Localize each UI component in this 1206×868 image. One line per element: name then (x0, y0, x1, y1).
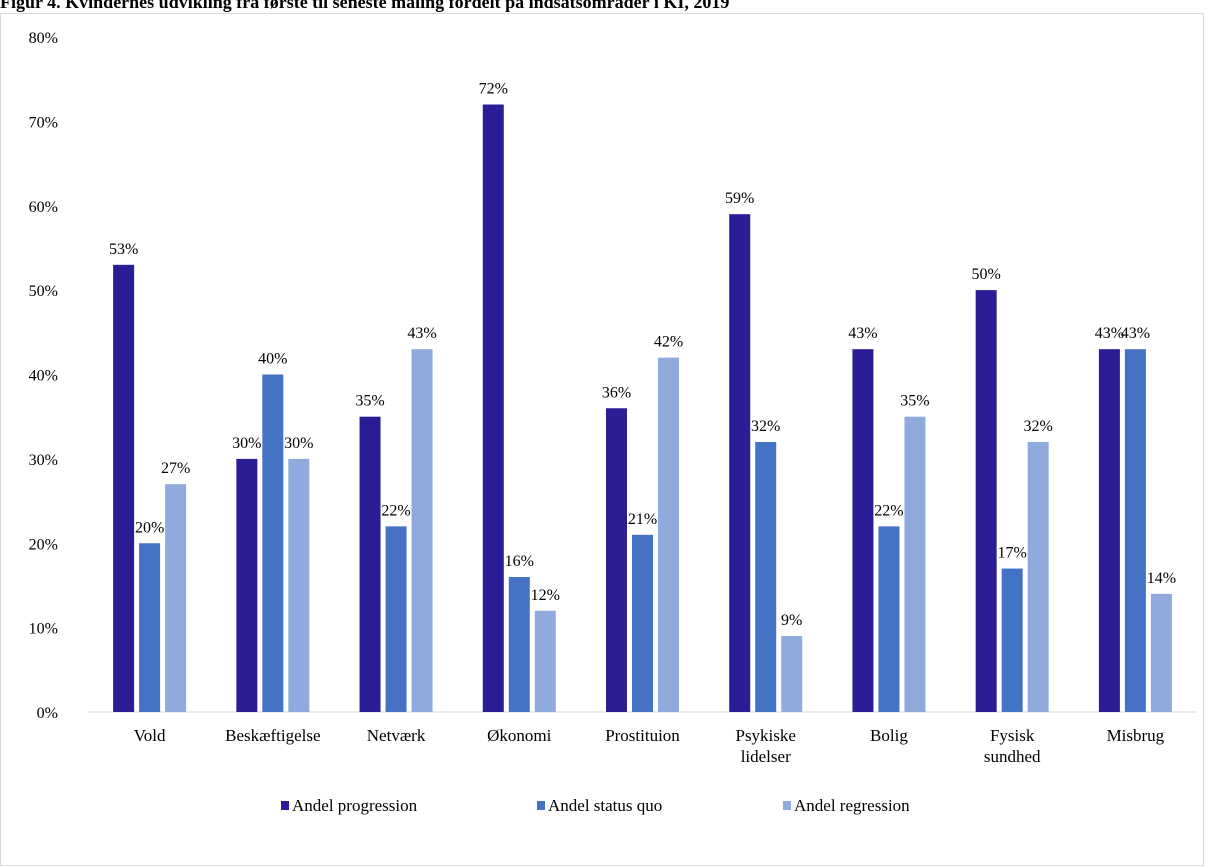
category-label: Fysisk sundhed (984, 726, 1041, 766)
category-label: Netværk (367, 726, 426, 745)
category-label-line: Fysisk (990, 726, 1035, 745)
data-label: 50% (972, 266, 1001, 283)
bar-progression (975, 290, 997, 712)
bar-status-quo (385, 526, 407, 712)
bar-status-quo (508, 577, 530, 712)
category-label-line: Misbrug (1107, 726, 1165, 745)
data-label: 32% (1024, 418, 1053, 435)
y-tick-label: 30% (29, 452, 58, 469)
legend-swatch (783, 801, 791, 810)
data-label: 43% (1121, 325, 1150, 342)
bar-regression (658, 357, 679, 712)
bar-progression (1098, 349, 1120, 712)
bar-progression (482, 104, 504, 712)
y-tick-label: 20% (29, 536, 58, 553)
bar-regression (781, 636, 803, 712)
data-label: 17% (998, 545, 1027, 562)
category-label-line: sundhed (984, 747, 1041, 766)
legend-label: Andel progression (292, 796, 418, 815)
category-label: Økonomi (487, 726, 552, 745)
data-label: 20% (135, 519, 164, 536)
data-label: 43% (848, 325, 877, 342)
data-label: 14% (1147, 570, 1176, 587)
category-label: Bolig (870, 726, 908, 745)
bar-regression (534, 610, 556, 712)
category-label-line: Prostituion (605, 726, 680, 745)
legend-swatch (281, 801, 289, 810)
data-label: 59% (725, 190, 754, 207)
category-label-line: Beskæftigelse (225, 726, 320, 745)
data-label: 16% (505, 553, 534, 570)
category-label: Vold (134, 726, 166, 745)
chart-frame (0, 13, 1204, 866)
legend-label: Andel regression (794, 796, 910, 815)
data-label: 35% (900, 393, 929, 410)
data-label: 22% (874, 502, 903, 519)
bar-status-quo (139, 543, 161, 712)
category-label-line: Vold (134, 726, 166, 745)
data-label: 40% (258, 351, 287, 368)
data-label: 43% (407, 325, 436, 342)
category-label: Psykiske lidelser (735, 726, 795, 766)
bar-status-quo (1001, 568, 1023, 712)
data-label: 72% (479, 81, 508, 98)
bar-regression (1150, 593, 1172, 712)
data-label: 21% (628, 511, 657, 528)
bar-regression (1027, 442, 1049, 712)
data-label: 30% (284, 435, 313, 452)
bar-progression (359, 416, 381, 712)
y-tick-label: 0% (37, 705, 58, 722)
data-label: 12% (531, 587, 560, 604)
category-label: Beskæftigelse (225, 726, 320, 745)
bar-status-quo (878, 526, 900, 712)
y-tick-label: 80% (29, 30, 58, 47)
category-label-line: Økonomi (487, 726, 552, 745)
data-label: 32% (751, 418, 780, 435)
data-label: 42% (654, 334, 683, 351)
data-label: 43% (1095, 325, 1124, 342)
category-label-line: Psykiske (735, 726, 795, 745)
bar-regression (165, 484, 187, 712)
bar-progression (113, 264, 135, 712)
legend-label: Andel status quo (548, 796, 662, 815)
bar-progression (729, 214, 751, 712)
y-tick-label: 60% (29, 199, 58, 216)
bar-progression (606, 408, 627, 712)
y-tick-label: 10% (29, 621, 58, 638)
category-label-line: Bolig (870, 726, 908, 745)
data-label: 35% (355, 393, 384, 410)
category-label: Misbrug (1107, 726, 1165, 745)
bar-regression (904, 416, 926, 712)
bar-progression (236, 458, 258, 712)
data-label: 36% (602, 384, 631, 401)
figure-title: Figur 4. Kvindernes udvikling fra første… (0, 0, 730, 12)
data-label: 53% (109, 241, 138, 258)
y-tick-label: 50% (29, 283, 58, 300)
legend-swatch (537, 801, 545, 810)
bar-status-quo (632, 534, 653, 712)
bar-status-quo (262, 374, 284, 712)
bar-regression (288, 458, 310, 712)
bar-progression (852, 349, 874, 712)
category-label-line: Netværk (367, 726, 426, 745)
bar-status-quo (755, 442, 777, 712)
data-label: 9% (781, 612, 802, 629)
category-label-line: lidelser (741, 747, 791, 766)
bar-regression (411, 349, 433, 712)
bar-status-quo (1124, 349, 1146, 712)
data-label: 22% (381, 502, 410, 519)
y-tick-label: 70% (29, 114, 58, 131)
data-label: 27% (161, 460, 190, 477)
category-label: Prostituion (605, 726, 680, 745)
data-label: 30% (232, 435, 261, 452)
y-tick-label: 40% (29, 368, 58, 385)
